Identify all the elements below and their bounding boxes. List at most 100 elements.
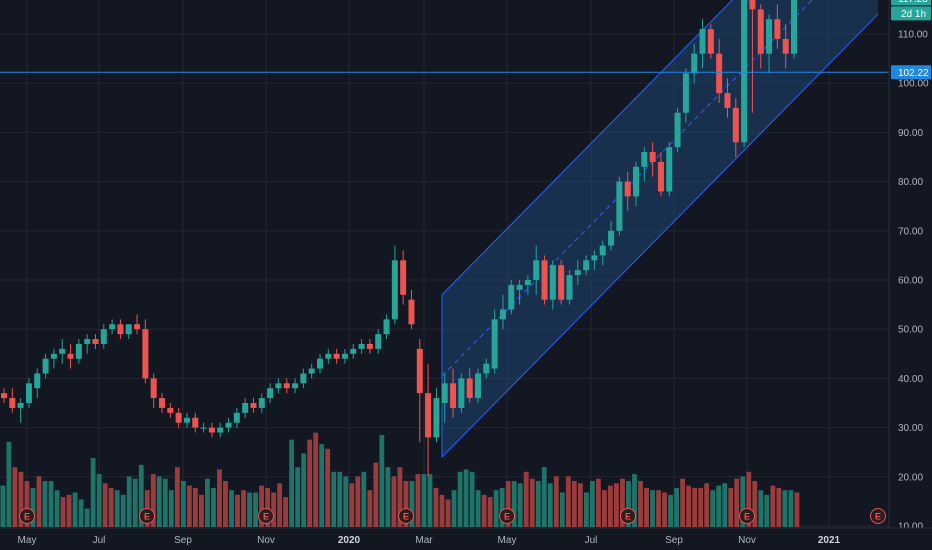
candle-body	[458, 378, 465, 408]
volume-bar	[686, 485, 692, 527]
candle-body	[666, 147, 673, 192]
volume-bar	[746, 471, 752, 527]
candle-body	[566, 275, 573, 300]
volume-bar	[6, 441, 12, 527]
candle-body	[92, 339, 99, 344]
earnings-marker-label: E	[263, 512, 269, 522]
earnings-marker[interactable]: E	[139, 508, 155, 524]
candle-body	[350, 348, 357, 354]
earnings-marker-label: E	[403, 512, 409, 522]
volume-bar	[716, 485, 722, 527]
earnings-marker-label: E	[504, 512, 510, 522]
volume-bar	[421, 474, 427, 527]
candle-body	[466, 378, 473, 399]
volume-bar	[379, 435, 385, 527]
earnings-marker-label: E	[744, 512, 750, 522]
volume-bar	[126, 476, 132, 527]
earnings-marker[interactable]: E	[620, 508, 636, 524]
volume-bar	[698, 487, 704, 527]
time-tick-label: 2021	[818, 535, 841, 546]
volume-bar	[457, 471, 463, 527]
volume-bar	[620, 478, 625, 527]
time-tick-label: May	[18, 535, 37, 546]
earnings-marker-circle	[19, 508, 35, 524]
candle-body	[250, 403, 257, 408]
last-price-tag-value: 117.23	[898, 0, 928, 5]
volume-bar	[186, 485, 192, 527]
candle-body	[333, 353, 340, 359]
candle-body	[150, 378, 157, 399]
volume-bar	[782, 490, 788, 527]
candle-body	[649, 152, 656, 162]
price-tick-label: 60.00	[898, 276, 923, 287]
volume-bar	[529, 478, 535, 527]
volume-bar	[313, 432, 319, 527]
volume-bar	[361, 471, 367, 527]
volume-bar	[559, 492, 565, 527]
volume-bar	[565, 476, 571, 527]
volume-bar	[229, 490, 234, 527]
volume-bar	[114, 490, 120, 527]
earnings-marker[interactable]: E	[499, 508, 515, 524]
candle-body	[408, 299, 415, 325]
candle-body	[167, 407, 174, 413]
earnings-marker[interactable]: E	[258, 508, 274, 524]
channel-fill	[442, 0, 878, 458]
volume-bar	[481, 494, 487, 527]
volume-bar	[571, 481, 577, 527]
price-tick-label: 30.00	[898, 423, 923, 434]
volume-bar	[241, 490, 246, 527]
volume-bar	[577, 483, 583, 527]
price-tick-label: 20.00	[898, 472, 923, 483]
volume-bar	[439, 494, 445, 527]
last-price-tag: 117.23	[891, 0, 931, 6]
candle-body	[400, 260, 407, 295]
candle-body	[50, 353, 57, 359]
candle-body	[300, 373, 307, 384]
earnings-marker[interactable]: E	[739, 508, 755, 524]
time-axis[interactable]: May Jul Sep Nov 2020 Mar May Jul Sep Nov 2021	[0, 527, 932, 550]
candle-body	[624, 181, 631, 197]
candle-body	[109, 324, 116, 330]
volume-bar	[0, 485, 6, 527]
volume-bar	[469, 471, 475, 527]
candle-body	[766, 19, 773, 54]
candle-body	[524, 280, 531, 285]
candle-body	[159, 398, 165, 408]
candle-body	[25, 383, 32, 403]
volume-bar	[626, 481, 631, 527]
regression-channel[interactable]	[441, 0, 879, 458]
earnings-marker[interactable]: E	[870, 508, 886, 524]
volume-bar	[337, 471, 343, 527]
volume-bar	[614, 483, 619, 527]
candle-body	[142, 329, 149, 379]
horizontal-line[interactable]	[0, 0, 889, 73]
candle-body	[616, 181, 623, 231]
volume-bar	[770, 485, 776, 527]
candle-body	[341, 353, 348, 359]
volume-bar	[72, 492, 78, 527]
earnings-marker[interactable]: E	[19, 508, 35, 524]
volume-bar	[517, 483, 523, 527]
volume-bar	[463, 469, 469, 527]
candle-body	[383, 319, 390, 335]
volume-bar	[54, 490, 60, 527]
volume-bar	[102, 483, 108, 527]
volume-bar	[247, 492, 252, 527]
volume-bar	[487, 497, 493, 527]
price-axis[interactable]: USD130.00120.00110.00100.0090.0080.0070.…	[888, 0, 932, 550]
candle-body	[75, 343, 82, 359]
volume-bar	[595, 478, 601, 527]
volume-bar	[211, 487, 216, 527]
candles	[1, 0, 797, 477]
candle-body	[34, 373, 41, 389]
volume-bar	[78, 499, 84, 527]
volume-bar	[475, 490, 481, 527]
channel-median-line	[441, 0, 813, 377]
candle-body	[208, 427, 215, 433]
candle-body	[791, 0, 797, 54]
earnings-marker[interactable]: E	[398, 508, 414, 524]
